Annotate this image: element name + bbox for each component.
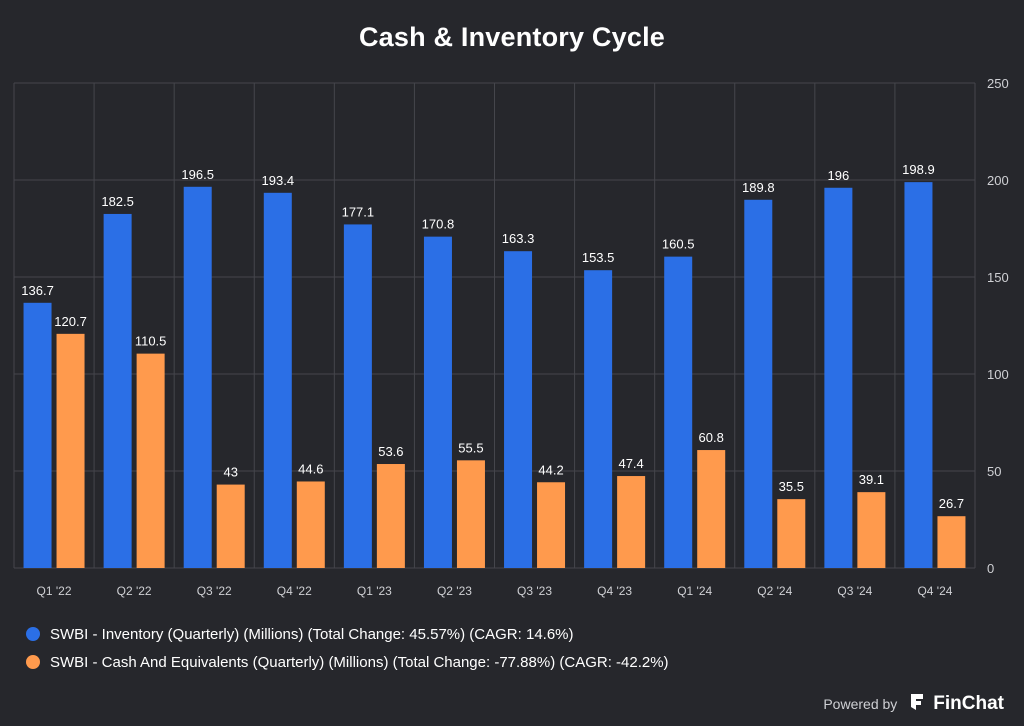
bar-cash xyxy=(56,333,85,568)
bar-inventory xyxy=(23,302,52,568)
x-tick-label: Q3 '23 xyxy=(517,584,552,598)
legend-dot-cash xyxy=(26,655,40,669)
chart-title: Cash & Inventory Cycle xyxy=(358,22,665,52)
legend-dot-inventory xyxy=(26,627,40,641)
y-tick-label: 100 xyxy=(987,367,1009,382)
x-tick-label: Q2 '24 xyxy=(757,584,792,598)
data-label-cash: 47.4 xyxy=(618,456,643,471)
data-label-cash: 120.7 xyxy=(54,314,87,329)
data-label-inventory: 136.7 xyxy=(21,283,54,298)
finchat-logo-icon xyxy=(907,692,927,715)
x-tick-label: Q3 '24 xyxy=(837,584,872,598)
bar-inventory xyxy=(664,256,693,568)
legend-item-inventory[interactable]: SWBI - Inventory (Quarterly) (Millions) … xyxy=(26,620,669,648)
bar-cash xyxy=(617,476,646,568)
data-label-inventory: 198.9 xyxy=(902,162,935,177)
bar-inventory xyxy=(504,251,533,568)
legend-item-cash[interactable]: SWBI - Cash And Equivalents (Quarterly) … xyxy=(26,648,669,676)
bar-cash xyxy=(136,353,165,568)
x-tick-label: Q2 '22 xyxy=(117,584,152,598)
data-label-inventory: 196 xyxy=(828,168,850,183)
x-tick-label: Q1 '22 xyxy=(37,584,72,598)
x-tick-label: Q4 '22 xyxy=(277,584,312,598)
data-label-cash: 53.6 xyxy=(378,444,403,459)
data-label-cash: 55.5 xyxy=(458,440,483,455)
bar-cash xyxy=(857,492,886,568)
x-tick-label: Q3 '22 xyxy=(197,584,232,598)
legend: SWBI - Inventory (Quarterly) (Millions) … xyxy=(26,620,669,676)
x-tick-label: Q1 '23 xyxy=(357,584,392,598)
bar-cash xyxy=(937,516,966,568)
data-label-inventory: 189.8 xyxy=(742,180,775,195)
brand-name: FinChat xyxy=(933,692,1004,714)
y-tick-label: 50 xyxy=(987,464,1001,479)
data-label-inventory: 182.5 xyxy=(101,194,134,209)
y-tick-label: 150 xyxy=(987,270,1009,285)
x-tick-label: Q4 '23 xyxy=(597,584,632,598)
bar-inventory xyxy=(343,224,372,568)
x-tick-label: Q1 '24 xyxy=(677,584,712,598)
data-label-cash: 110.5 xyxy=(135,334,167,349)
legend-label-cash: SWBI - Cash And Equivalents (Quarterly) … xyxy=(50,653,669,671)
data-label-cash: 60.8 xyxy=(699,430,724,445)
data-label-inventory: 160.5 xyxy=(662,237,695,252)
bar-cash xyxy=(296,481,325,568)
data-label-inventory: 153.5 xyxy=(582,250,615,265)
data-label-cash: 44.2 xyxy=(538,462,563,477)
powered-by[interactable]: Powered by FinChat xyxy=(823,692,1004,715)
x-tick-label: Q4 '24 xyxy=(917,584,952,598)
data-label-inventory: 163.3 xyxy=(502,231,535,246)
data-label-inventory: 196.5 xyxy=(181,167,214,182)
data-label-cash: 26.7 xyxy=(939,496,964,511)
data-label-cash: 43 xyxy=(223,465,237,480)
bar-cash xyxy=(456,460,485,568)
bar-inventory xyxy=(263,192,292,568)
bar-inventory xyxy=(744,199,773,568)
data-label-inventory: 193.4 xyxy=(262,173,295,188)
bar-inventory xyxy=(824,187,853,568)
bar-cash xyxy=(537,482,566,568)
bar-cash xyxy=(376,464,405,568)
bar-inventory xyxy=(183,186,212,569)
data-label-cash: 39.1 xyxy=(859,472,884,487)
powered-by-text: Powered by xyxy=(823,695,898,712)
bar-inventory xyxy=(423,236,452,568)
bar-cash xyxy=(777,499,806,568)
x-tick-label: Q2 '23 xyxy=(437,584,472,598)
bar-chart: 0 50 100 150 200 250 136.7 120.7 Q1 '22 182.5 110.… xyxy=(13,76,1009,598)
data-label-inventory: 170.8 xyxy=(422,217,455,232)
data-label-inventory: 177.1 xyxy=(342,204,375,219)
bar-inventory xyxy=(904,182,933,568)
data-label-cash: 44.6 xyxy=(298,461,323,476)
y-tick-label: 200 xyxy=(987,173,1009,188)
bar-inventory xyxy=(103,213,132,568)
y-tick-label: 250 xyxy=(987,76,1009,91)
y-tick-label: 0 xyxy=(987,561,994,576)
legend-label-inventory: SWBI - Inventory (Quarterly) (Millions) … xyxy=(50,625,574,643)
data-label-cash: 35.5 xyxy=(779,479,804,494)
bar-inventory xyxy=(584,270,613,568)
bar-cash xyxy=(697,450,726,568)
bar-cash xyxy=(216,484,245,568)
